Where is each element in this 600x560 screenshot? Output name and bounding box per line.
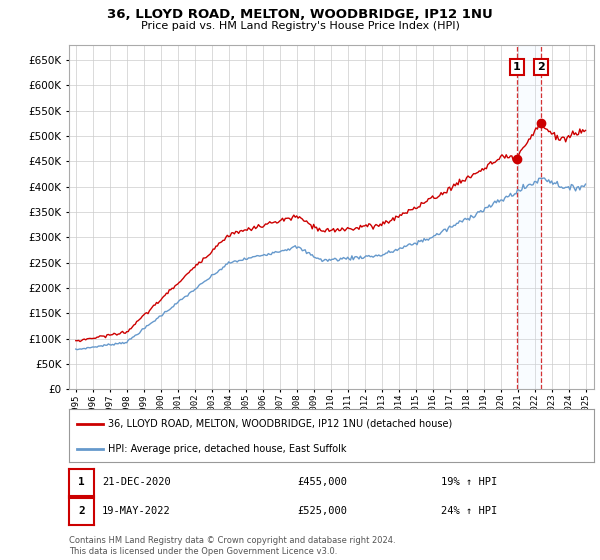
- Text: £455,000: £455,000: [297, 477, 347, 487]
- Text: 19% ↑ HPI: 19% ↑ HPI: [441, 477, 497, 487]
- Bar: [517, 45, 541, 389]
- Text: Contains HM Land Registry data © Crown copyright and database right 2024.
This d: Contains HM Land Registry data © Crown c…: [69, 536, 395, 556]
- Text: 1: 1: [78, 477, 85, 487]
- Text: 21-DEC-2020: 21-DEC-2020: [102, 477, 171, 487]
- Text: 24% ↑ HPI: 24% ↑ HPI: [441, 506, 497, 516]
- Text: 2: 2: [537, 62, 545, 72]
- Text: 36, LLOYD ROAD, MELTON, WOODBRIDGE, IP12 1NU (detached house): 36, LLOYD ROAD, MELTON, WOODBRIDGE, IP12…: [109, 419, 452, 429]
- Text: HPI: Average price, detached house, East Suffolk: HPI: Average price, detached house, East…: [109, 444, 347, 454]
- Text: 2: 2: [78, 506, 85, 516]
- Text: £525,000: £525,000: [297, 506, 347, 516]
- Text: 36, LLOYD ROAD, MELTON, WOODBRIDGE, IP12 1NU: 36, LLOYD ROAD, MELTON, WOODBRIDGE, IP12…: [107, 8, 493, 21]
- Text: 19-MAY-2022: 19-MAY-2022: [102, 506, 171, 516]
- Text: 1: 1: [513, 62, 521, 72]
- Text: Price paid vs. HM Land Registry's House Price Index (HPI): Price paid vs. HM Land Registry's House …: [140, 21, 460, 31]
